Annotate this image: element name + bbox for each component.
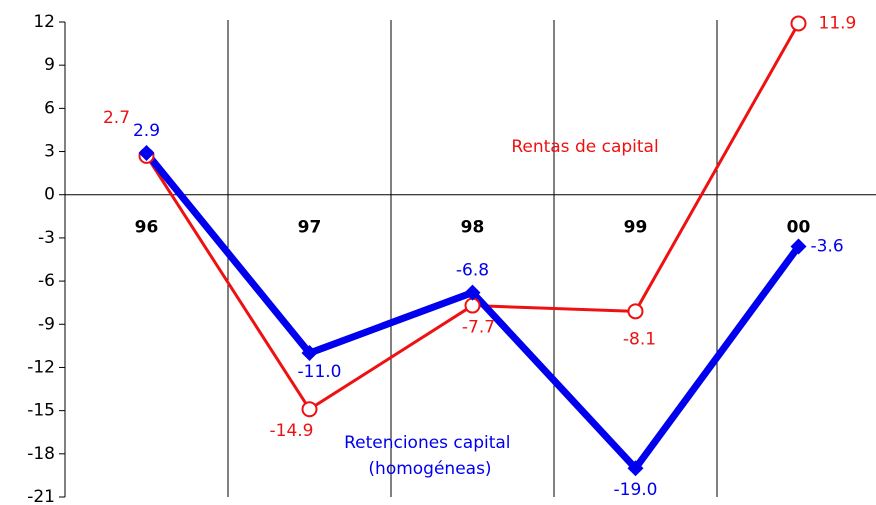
point-marker (790, 15, 807, 32)
x-tick-label: 99 (624, 218, 648, 238)
x-tick-label: 98 (461, 218, 485, 238)
y-tick-label: 0 (44, 185, 55, 205)
y-tick-label: 3 (44, 142, 55, 162)
x-tick-label: 00 (787, 218, 811, 238)
point-marker (301, 401, 318, 418)
y-tick-label: 9 (44, 55, 55, 75)
point-marker (301, 345, 318, 362)
series-label-line: (homogéneas) (368, 459, 491, 479)
point-marker (627, 460, 644, 477)
series-label: Retenciones capital (homogéneas) (344, 433, 516, 479)
point-marker (790, 238, 807, 255)
y-tick-label: -15 (27, 401, 55, 421)
series-label: Rentas de capital (511, 137, 658, 157)
data-label: -11.0 (298, 362, 342, 382)
y-tick-label: -18 (27, 444, 55, 464)
data-label: -8.1 (623, 329, 656, 349)
y-tick-label: -3 (38, 228, 55, 248)
series-label-line: Retenciones capital (344, 433, 516, 453)
point-marker (138, 144, 155, 161)
point-marker (627, 303, 644, 320)
data-label: 2.9 (133, 121, 160, 141)
y-tick-label: -12 (27, 357, 55, 377)
x-tick-label: 96 (135, 218, 159, 238)
data-label: 11.9 (819, 13, 857, 33)
data-label: -19.0 (614, 480, 658, 500)
data-label: -7.7 (462, 318, 495, 338)
x-tick-label: 97 (298, 218, 322, 238)
data-label: 2.7 (103, 108, 130, 128)
data-label: -6.8 (456, 261, 489, 281)
y-tick-label: 6 (44, 98, 55, 118)
series-line (145, 22, 800, 412)
point-marker (464, 297, 481, 314)
data-label: -3.6 (811, 237, 844, 257)
y-tick-label: -21 (27, 487, 55, 505)
y-tick-label: 12 (33, 12, 55, 32)
y-tick-label: -9 (38, 314, 55, 334)
data-label: -14.9 (270, 421, 314, 441)
y-tick-label: -6 (38, 271, 55, 291)
point-marker (464, 284, 481, 301)
